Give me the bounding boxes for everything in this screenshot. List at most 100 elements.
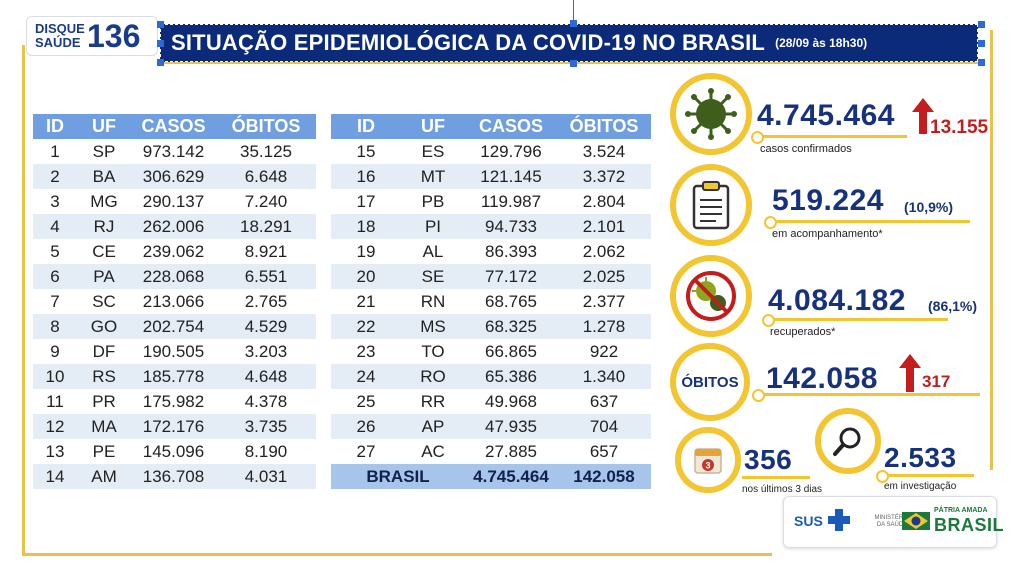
row-id: 10	[33, 364, 77, 389]
resize-handle-bottom[interactable]	[570, 60, 577, 67]
table-row: 27 AC 27.885 657	[331, 439, 651, 464]
row-id: 17	[356, 191, 376, 211]
table-row: 14 AM 136.708 4.031	[33, 464, 316, 489]
table-row: 21 RN 68.765 2.377	[331, 289, 651, 314]
row-id: 22	[331, 314, 401, 339]
row-casos: 228.068	[131, 264, 216, 289]
col-header-casos: CASOS	[131, 114, 216, 139]
resize-handle-right[interactable]	[978, 40, 985, 47]
ultimos-circle: 3	[675, 427, 741, 493]
bullet-dot	[764, 216, 777, 229]
government-logos: SUS MINISTÉRIO DA SAÚDE PÁTRIA AMADA BRA…	[783, 496, 1004, 548]
gold-border-top	[160, 62, 978, 64]
row-obitos: 6.551	[216, 264, 316, 289]
table-row: 11 PR 175.982 4.378	[33, 389, 316, 414]
row-casos: 145.096	[142, 441, 205, 461]
confirmados-delta: 13.155	[930, 117, 989, 138]
state-table-right: ID UF CASOS ÓBITOS 15 ES 129.796 3.524 16 MT 1…	[331, 114, 651, 489]
up-arrow-icon	[899, 354, 921, 368]
rotation-handle-line	[573, 0, 574, 22]
row-id: 5	[50, 241, 60, 261]
table-row: 22 MS 68.325 1.278	[331, 314, 651, 339]
bullet-dot	[876, 470, 889, 483]
gold-border-left	[22, 45, 25, 555]
obitos-value: 142.058	[766, 362, 878, 395]
bullet-dot	[762, 314, 775, 327]
row-obitos: 3.203	[244, 341, 288, 361]
acompanhamento-pct: (10,9%)	[904, 199, 954, 215]
table-row: 6 PA 228.068 6.551	[33, 264, 316, 289]
sus-cross-icon	[828, 509, 850, 531]
table-row: 18 PI 94.733 2.101	[331, 214, 651, 239]
row-uf: GO	[77, 314, 131, 339]
underline	[768, 318, 948, 321]
row-id: 13	[45, 441, 65, 461]
gold-border-bottom	[22, 553, 772, 556]
resize-handle-top[interactable]	[570, 20, 577, 27]
virus-crossed-icon	[686, 271, 736, 321]
table-row: 13 PE 145.096 8.190	[33, 439, 316, 464]
row-obitos: 4.648	[216, 364, 316, 389]
resize-handle-br[interactable]	[978, 59, 985, 66]
row-casos: 77.172	[465, 264, 557, 289]
row-id: 27	[356, 441, 376, 461]
table-row: 7 SC 213.066 2.765	[33, 289, 316, 314]
underline	[770, 220, 970, 223]
obitos-delta: 317	[922, 372, 951, 391]
acompanhamento-circle	[670, 164, 752, 246]
resize-handle-left[interactable]	[157, 40, 164, 47]
patria-amada-text: PÁTRIA AMADA	[934, 507, 988, 514]
state-table-left: ID UF CASOS ÓBITOS 1 SP 973.142 35.125 2 BA 30…	[33, 114, 316, 489]
row-obitos: 4.378	[244, 391, 288, 411]
row-obitos: 1.278	[557, 314, 651, 339]
sus-logo-text: SUS	[794, 513, 823, 529]
row-uf: RJ	[77, 214, 131, 239]
row-obitos: 922	[589, 341, 619, 361]
table-row: 20 SE 77.172 2.025	[331, 264, 651, 289]
row-id: 20	[331, 264, 401, 289]
row-id: 23	[356, 341, 376, 361]
recuperados-label: recuperados*	[770, 326, 836, 338]
row-obitos: 18.291	[216, 214, 316, 239]
underline	[882, 474, 974, 477]
row-obitos: 4.031	[216, 464, 316, 489]
table-row: 10 RS 185.778 4.648	[33, 364, 316, 389]
total-obitos: 142.058	[557, 464, 651, 489]
row-uf: AC	[421, 441, 445, 461]
total-casos: 4.745.464	[465, 464, 557, 489]
col-header-obitos: ÓBITOS	[557, 114, 651, 139]
row-uf: SE	[401, 264, 465, 289]
row-id: 25	[356, 391, 376, 411]
brazil-flag-icon	[902, 512, 930, 530]
row-uf: PI	[401, 214, 465, 239]
gold-border-right	[990, 30, 993, 470]
total-label: BRASIL	[331, 464, 465, 489]
row-obitos: 4.529	[216, 314, 316, 339]
table-row: 8 GO 202.754 4.529	[33, 314, 316, 339]
row-id: 1	[50, 141, 60, 161]
up-arrow-icon	[906, 368, 914, 392]
row-casos: 262.006	[131, 214, 216, 239]
title-banner[interactable]: SITUAÇÃO EPIDEMIOLÓGICA DA COVID-19 NO B…	[160, 24, 978, 62]
col-header-obitos: ÓBITOS	[216, 114, 316, 139]
resize-handle-bl[interactable]	[157, 59, 164, 66]
row-uf: MT	[401, 164, 465, 189]
calendar-day: 3	[705, 461, 710, 471]
table-row: 2 BA 306.629 6.648	[33, 164, 316, 189]
bullet-dot	[752, 389, 765, 402]
resize-handle-tl[interactable]	[157, 21, 164, 28]
brasil-text: BRASIL	[934, 515, 1004, 535]
row-id: 4	[33, 214, 77, 239]
bullet-dot	[751, 131, 764, 144]
row-uf: RO	[401, 364, 465, 389]
row-id: 26	[331, 414, 401, 439]
resize-handle-tr[interactable]	[978, 21, 985, 28]
total-row: BRASIL 4.745.464 142.058	[331, 464, 651, 489]
row-uf: PA	[77, 264, 131, 289]
row-obitos: 8.921	[244, 241, 288, 261]
table-row: 17 PB 119.987 2.804	[331, 189, 651, 214]
table-row: 5 CE 239.062 8.921	[33, 239, 316, 264]
row-casos: 49.968	[485, 391, 537, 411]
row-obitos: 2.025	[557, 264, 651, 289]
